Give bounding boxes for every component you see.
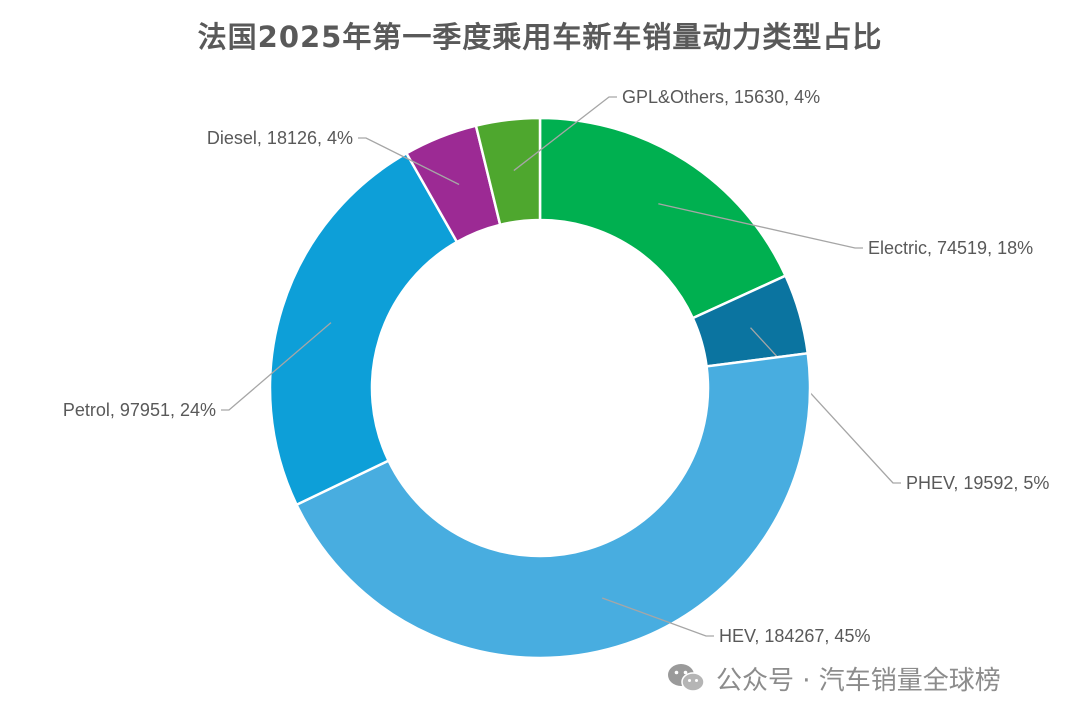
chart-title: 法国2025年第一季度乘用车新车销量动力类型占比 (197, 20, 883, 54)
leader-line (513, 96, 617, 172)
slice-gpl-others (474, 116, 542, 227)
data-label: Electric, 74519, 18% (868, 238, 1033, 258)
slice-petrol (268, 151, 459, 507)
slice-electric (538, 116, 788, 320)
slice-hev (294, 351, 812, 660)
data-label: Diesel, 18126, 4% (207, 128, 353, 148)
leader-line (221, 322, 332, 411)
data-label: GPL&Others, 15630, 4% (622, 87, 820, 107)
data-label: HEV, 184267, 45% (719, 626, 870, 646)
watermark-text: 公众号 · 汽车销量全球榜 (716, 665, 1001, 696)
data-label: Petrol, 97951, 24% (63, 400, 216, 420)
leader-line (358, 137, 460, 186)
wechat-icon (668, 664, 705, 692)
leader-line (601, 597, 714, 637)
leader-line (658, 203, 863, 249)
data-label: PHEV, 19592, 5% (906, 473, 1049, 493)
watermark: 公众号 · 汽车销量全球榜 (666, 660, 1001, 696)
